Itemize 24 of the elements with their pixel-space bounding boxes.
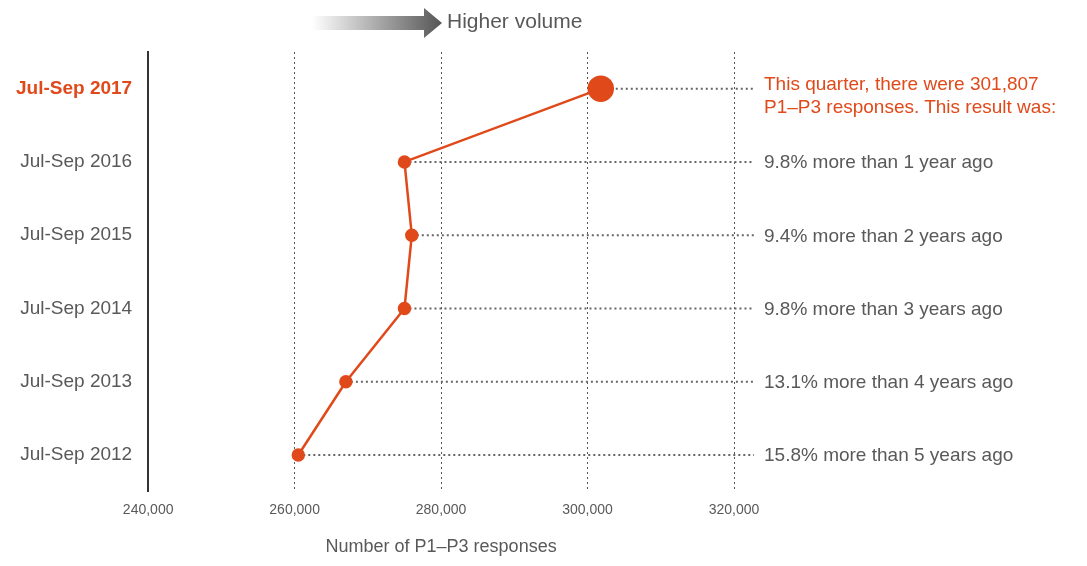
x-tick-label: 280,000 xyxy=(415,500,467,517)
y-tick-label: Jul-Sep 2016 xyxy=(20,150,133,172)
point xyxy=(405,228,419,242)
point xyxy=(291,448,306,462)
x-tick-label: 300,000 xyxy=(562,500,614,517)
x-tick-label: 240,000 xyxy=(122,500,174,517)
annotation: 9.4% more than 2 years ago xyxy=(764,223,1004,247)
y-tick-label: Jul-Sep 2017 xyxy=(16,76,133,98)
x-tick-label: 260,000 xyxy=(269,500,321,517)
point xyxy=(397,301,412,316)
y-tick-label: Jul-Sep 2014 xyxy=(20,296,133,318)
y-tick-label: Jul-Sep 2015 xyxy=(20,223,133,245)
text: Higher volume xyxy=(447,9,583,32)
annotation: 9.8% more than 1 year ago xyxy=(764,150,995,174)
annotation: 15.8% more than 5 years ago xyxy=(764,443,1015,467)
annotation: This quarter, there were 301,807 P1–P3 responses. This result was: xyxy=(764,71,1058,118)
annotation: 13.1% more than 4 years ago xyxy=(764,370,1015,394)
annotation: 9.8% more than 3 years ago xyxy=(764,296,1004,320)
x-axis-title: Number of P1–P3 responses xyxy=(325,536,557,557)
y-tick-label: Jul-Sep 2013 xyxy=(20,369,133,391)
point xyxy=(397,155,412,169)
point xyxy=(339,374,353,389)
x-tick-label: 320,000 xyxy=(708,500,760,517)
y-tick-label: Jul-Sep 2012 xyxy=(20,443,133,465)
